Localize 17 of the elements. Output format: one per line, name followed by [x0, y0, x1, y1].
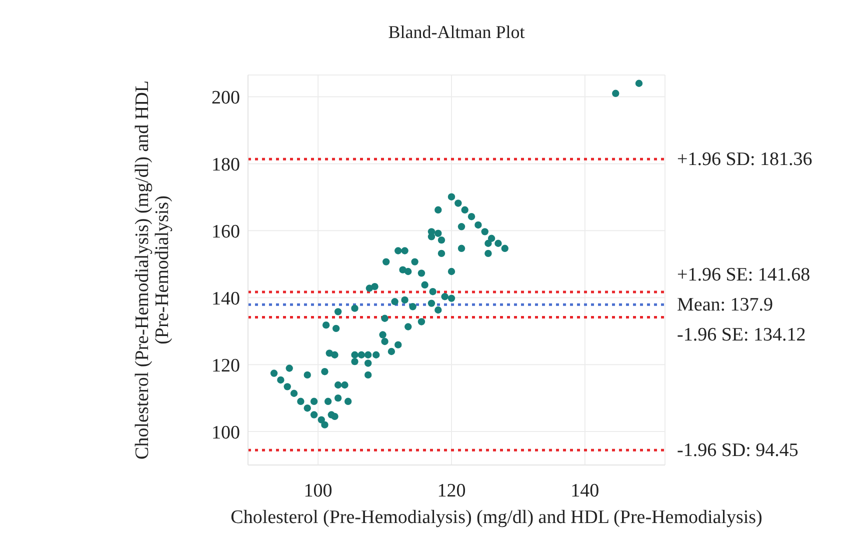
ref-line-label: Mean: 137.9	[677, 294, 774, 316]
y-tick-label: 100	[212, 422, 240, 444]
chart-title: Bland-Altman Plot	[388, 22, 525, 42]
y-tick-label: 120	[212, 355, 240, 376]
y-tick-label: 140	[212, 288, 240, 310]
ref-line-label: +1.96 SE: 141.68	[677, 264, 810, 286]
ref-line-label: -1.96 SE: 134.12	[677, 324, 806, 346]
y-axis-title: Cholesterol (Pre-Hemodialysis) (mg/dl) and HDL (Pre-Hemodialysis)	[132, 80, 173, 460]
y-tick-label: 200	[212, 88, 240, 109]
x-tick-label: 100	[304, 480, 332, 502]
x-tick-label: 120	[437, 480, 466, 502]
y-tick-label: 180	[212, 154, 240, 176]
ref-line-label: -1.96 SD: 94.45	[677, 440, 798, 462]
x-tick-label: 140	[570, 480, 600, 502]
y-tick-label: 160	[212, 221, 240, 242]
ref-line-label: +1.96 SD: 181.36	[677, 149, 812, 170]
x-axis-title: Cholesterol (Pre-Hemodialysis) (mg/dl) and HDL (Pre-Hemodialysis)	[230, 507, 762, 528]
